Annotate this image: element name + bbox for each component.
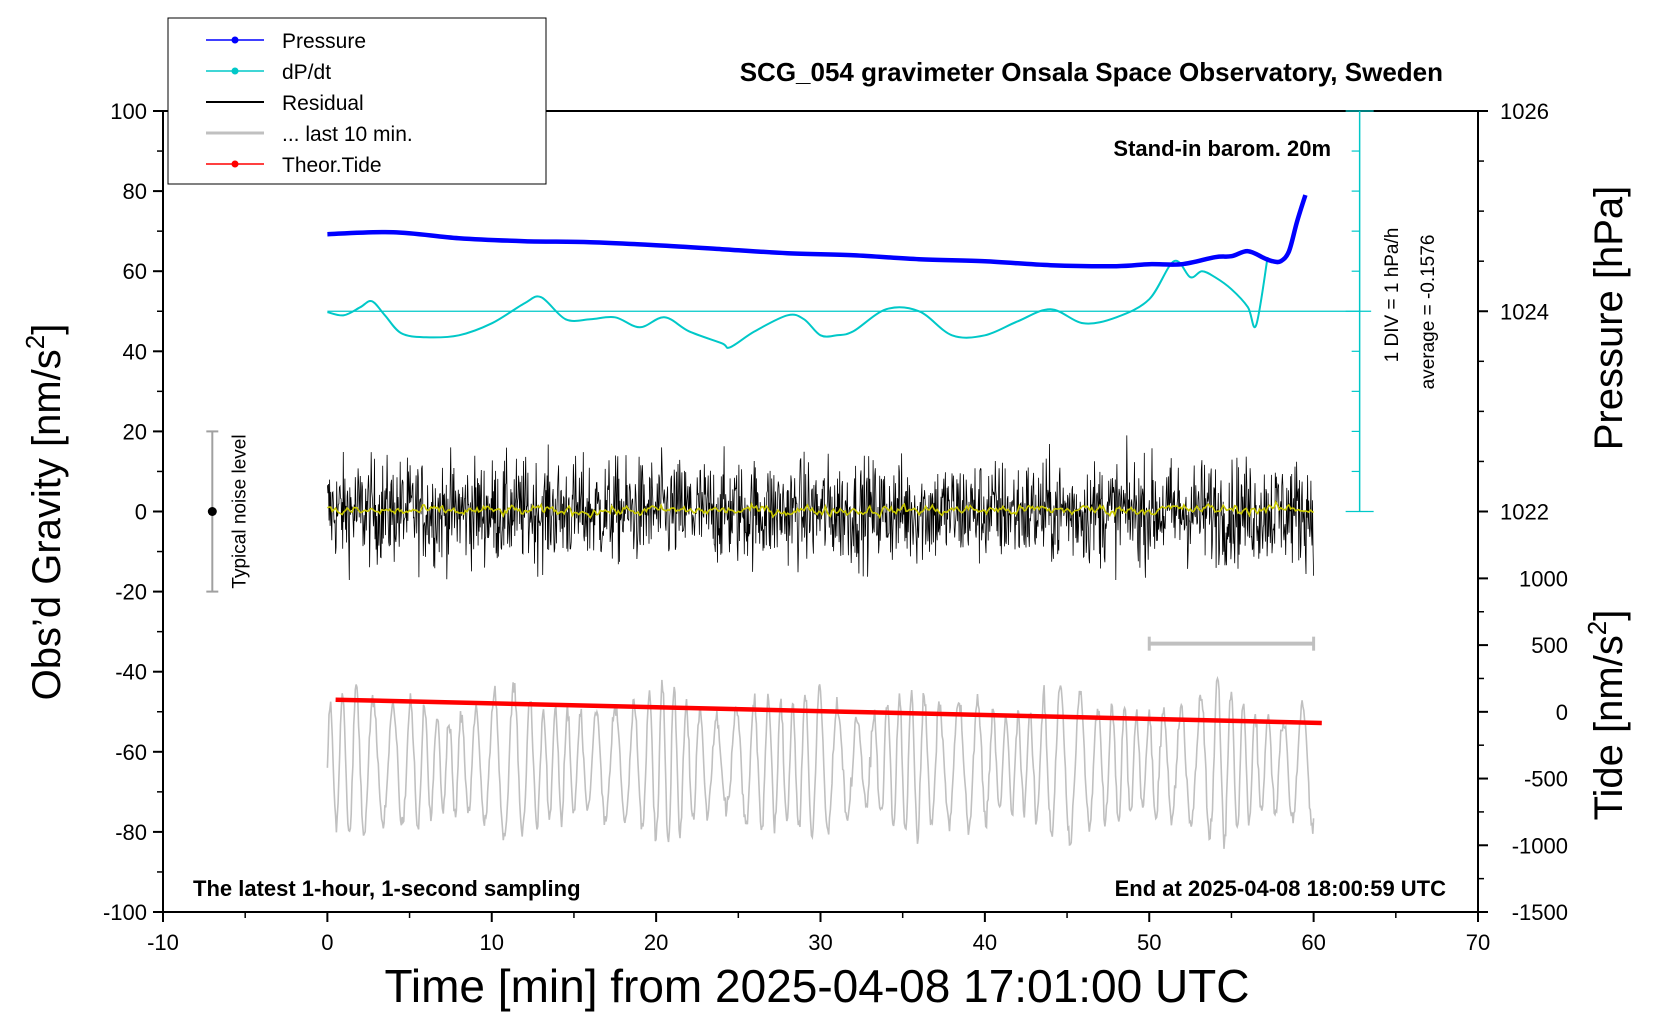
tide-tick-label: 0 — [1556, 700, 1568, 725]
y-tick-label: 80 — [123, 179, 147, 204]
pressure-tick-label: 1026 — [1500, 99, 1549, 124]
y-tick-label: 40 — [123, 339, 147, 364]
residual-line — [327, 435, 1314, 581]
x-tick-label: 70 — [1466, 930, 1490, 955]
y-axis-title-end: ] — [25, 324, 69, 335]
pressure-tick-label: 1022 — [1500, 500, 1549, 525]
noise-bar-point — [207, 507, 217, 516]
x-tick-label: 30 — [808, 930, 832, 955]
legend-label-tide: Theor.Tide — [282, 154, 382, 177]
legend: Pressure dP/dt Residual ... last 10 min.… — [167, 17, 547, 185]
y-axis-title: Obs’d Gravity [nm/s2] — [20, 324, 69, 701]
tide-tick-label: 500 — [1531, 633, 1568, 658]
y-tick-label: 0 — [135, 500, 147, 525]
y-tick-label: -60 — [115, 740, 147, 765]
barometer-note: Stand-in barom. 20m — [1113, 136, 1331, 161]
legend-marker-pressure — [231, 36, 239, 44]
noise-bar-label: Typical noise level — [229, 434, 250, 588]
x-tick-label: -10 — [147, 930, 179, 955]
x-axis-title: Time [min] from 2025-04-08 17:01:00 UTC — [385, 960, 1250, 1012]
dpdt-line — [327, 257, 1269, 349]
pressure-axis-title: Pressure [hPa] — [1587, 186, 1631, 451]
legend-label-last10: ... last 10 min. — [282, 123, 413, 146]
sampling-note: The latest 1-hour, 1-second sampling — [193, 876, 581, 901]
x-tick-label: 10 — [480, 930, 504, 955]
pressure-line — [327, 194, 1308, 269]
y-axis-title-sup: 2 — [20, 335, 50, 349]
y-tick-label: 20 — [123, 419, 147, 444]
tide-tick-label: -1000 — [1512, 833, 1568, 858]
tide-axis-title-main: Tide [nm/s — [1587, 635, 1631, 820]
last-10-min-line — [326, 675, 1315, 849]
y-tick-label: 60 — [123, 259, 147, 284]
x-tick-label: 20 — [644, 930, 668, 955]
legend-marker-dpdt — [231, 67, 239, 75]
y-tick-label: 100 — [110, 99, 147, 124]
y-tick-label: -40 — [115, 660, 147, 685]
tide-tick-label: -500 — [1524, 767, 1568, 792]
tide-axis-title-sup: 2 — [1582, 621, 1612, 635]
tide-axis-title: Tide [nm/s2] — [1582, 610, 1631, 821]
legend-label-pressure: Pressure — [282, 30, 366, 53]
residual-mean-line — [327, 500, 1314, 520]
x-tick-label: 0 — [321, 930, 333, 955]
tide-line — [335, 697, 1322, 726]
legend-label-dpdt: dP/dt — [282, 61, 331, 84]
pressure-tick-labels: 1026 1024 1022 — [1500, 99, 1549, 525]
tide-tick-labels: 1000 500 0 -500 -1000 -1500 — [1512, 566, 1568, 925]
axis-ticks — [153, 110, 1488, 922]
y-axis-title-main: Obs’d Gravity [nm/s — [25, 349, 69, 700]
pressure-tick-label: 1024 — [1500, 299, 1549, 324]
div-scale-note: 1 DIV = 1 hPa/h — [1382, 228, 1403, 363]
average-note: average = -0.1576 — [1418, 235, 1439, 390]
tide-tick-label: -1500 — [1512, 900, 1568, 925]
legend-label-residual: Residual — [282, 92, 364, 115]
tide-axis-title-end: ] — [1587, 610, 1631, 621]
tide-tick-label: 1000 — [1519, 566, 1568, 591]
series-layer — [326, 194, 1372, 849]
x-tick-label: 60 — [1301, 930, 1325, 955]
chart-title: SCG_054 gravimeter Onsala Space Observat… — [740, 57, 1443, 87]
x-tick-label: 40 — [973, 930, 997, 955]
y-tick-label: -80 — [115, 820, 147, 845]
end-time-note: End at 2025-04-08 18:00:59 UTC — [1115, 876, 1446, 901]
legend-marker-tide — [231, 160, 239, 168]
y-tick-labels: 100 80 60 40 20 0 -20 -40 -60 -80 -100 — [103, 99, 147, 925]
noise-bar: Typical noise level — [206, 430, 250, 593]
y-tick-label: -100 — [103, 900, 147, 925]
y-tick-label: -20 — [115, 580, 147, 605]
x-tick-labels: -10 0 10 20 30 40 50 60 70 — [147, 930, 1490, 955]
x-tick-label: 50 — [1137, 930, 1161, 955]
